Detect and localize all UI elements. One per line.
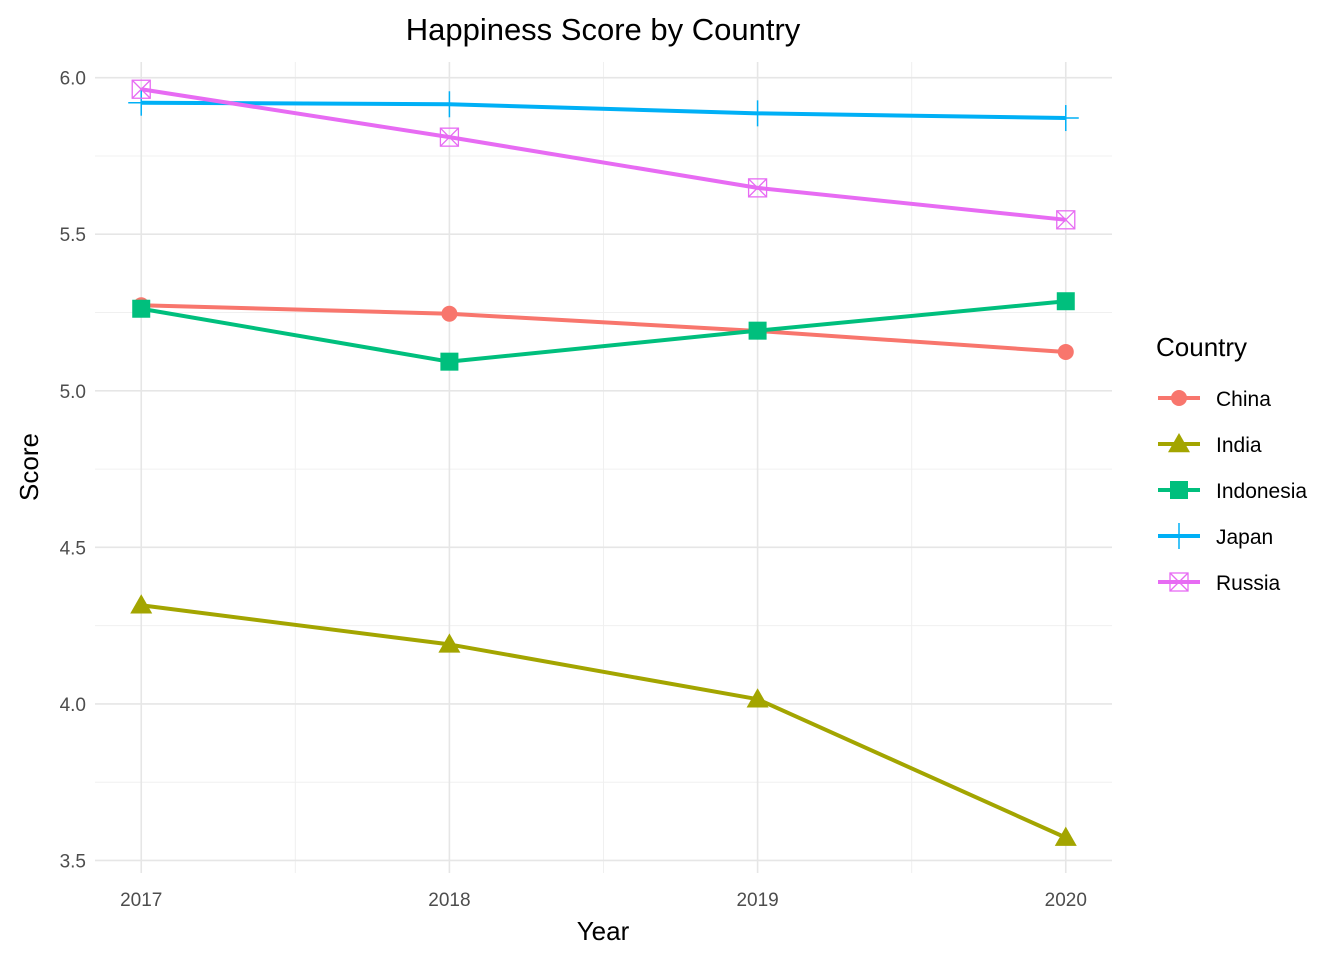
- grid-lines: [95, 62, 1112, 873]
- legend-item-india: India: [1158, 433, 1262, 457]
- series-line-russia: [140, 87, 1066, 222]
- x-tick-label: 2017: [120, 890, 162, 911]
- legend-swatch-marker-china: [1171, 390, 1187, 406]
- data-point-india-2019: [746, 688, 769, 708]
- marker-triangle-shape: [1168, 433, 1190, 453]
- y-tick-label: 5.0: [60, 382, 86, 403]
- series-line-india: [140, 603, 1067, 840]
- y-tick-label: 6.0: [60, 69, 86, 90]
- y-axis-title: Score: [14, 433, 44, 501]
- data-point-russia-2019: [747, 178, 768, 198]
- data-point-japan-2020: [1052, 105, 1079, 132]
- legend-item-japan: Japan: [1158, 523, 1273, 549]
- data-point-india-2018: [438, 633, 461, 653]
- marker-square-shape: [440, 352, 459, 371]
- marker-sqx-d2: [131, 79, 151, 99]
- marker-triangle-shape: [746, 688, 769, 708]
- marker-sqx-d2: [748, 178, 768, 198]
- marker-square-shape: [748, 321, 767, 340]
- legend-swatch-marker-russia: [1169, 572, 1189, 592]
- marker-square-shape: [1056, 292, 1075, 311]
- marker-triangle-shape: [438, 633, 461, 653]
- chart-title: Happiness Score by Country: [406, 12, 801, 47]
- legend-swatch-marker-japan: [1166, 523, 1192, 549]
- data-point-india-2017: [130, 594, 153, 614]
- legend-swatch-marker-indonesia: [1170, 481, 1188, 499]
- y-tick-label: 3.5: [60, 851, 86, 872]
- legend-label-india: India: [1216, 434, 1262, 457]
- marker-circle-shape: [1057, 343, 1074, 360]
- marker-sqx-d2: [1056, 210, 1076, 230]
- legend-label-japan: Japan: [1216, 526, 1273, 549]
- legend-title: Country: [1156, 332, 1247, 362]
- marker-triangle-shape: [1054, 826, 1077, 846]
- x-tick-label: 2020: [1045, 890, 1087, 911]
- marker-triangle-shape: [130, 594, 153, 614]
- x-axis-title: Year: [577, 916, 630, 946]
- series-line-indonesia: [140, 299, 1066, 364]
- data-point-indonesia-2018: [440, 352, 459, 371]
- y-tick-label: 4.0: [60, 695, 86, 716]
- legend-item-indonesia: Indonesia: [1158, 480, 1307, 503]
- series-line-japan: [141, 100, 1066, 121]
- legend-label-russia: Russia: [1216, 572, 1281, 595]
- y-tick-label: 5.5: [60, 225, 86, 246]
- marker-sqx-box: [1169, 572, 1189, 592]
- legend: Country China India Indonesia Japan Russia: [1156, 332, 1307, 595]
- data-point-japan-2018: [436, 91, 463, 118]
- legend-label-indonesia: Indonesia: [1216, 480, 1307, 503]
- marker-sqx-d2: [439, 127, 459, 147]
- marker-sqx-box: [439, 127, 460, 147]
- marker-circle-shape: [1171, 390, 1187, 406]
- series-markers: [128, 79, 1079, 846]
- y-tick-label: 4.5: [60, 538, 86, 559]
- axis-labels: 3.5 4.0 4.5 5.0 5.5 6.0 2017 2018 2019 2020: [60, 69, 1087, 911]
- legend-swatch-marker-india: [1168, 433, 1190, 453]
- data-point-russia-2020: [1056, 210, 1076, 230]
- marker-sqx-d2: [1169, 572, 1189, 592]
- data-point-japan-2017: [128, 89, 155, 116]
- data-point-china-2018: [441, 305, 458, 322]
- marker-square-shape: [1170, 481, 1188, 499]
- data-point-indonesia-2020: [1056, 292, 1075, 311]
- series-lines: [140, 87, 1067, 840]
- data-point-indonesia-2019: [748, 321, 767, 340]
- data-point-indonesia-2017: [132, 299, 151, 318]
- marker-square-shape: [132, 299, 151, 318]
- data-point-russia-2017: [131, 79, 151, 99]
- legend-label-china: China: [1216, 388, 1271, 411]
- legend-item-china: China: [1158, 388, 1271, 411]
- legend-item-russia: Russia: [1158, 572, 1281, 595]
- data-point-japan-2019: [744, 100, 771, 127]
- series-line-china: [141, 303, 1066, 354]
- x-tick-label: 2019: [736, 890, 778, 911]
- marker-sqx-box: [747, 178, 768, 198]
- marker-sqx-box: [1056, 210, 1076, 230]
- data-point-india-2020: [1054, 826, 1077, 846]
- x-tick-label: 2018: [428, 890, 470, 911]
- data-point-russia-2018: [439, 127, 460, 147]
- marker-sqx-box: [131, 79, 151, 99]
- data-point-china-2020: [1057, 343, 1074, 360]
- marker-circle-shape: [441, 305, 458, 322]
